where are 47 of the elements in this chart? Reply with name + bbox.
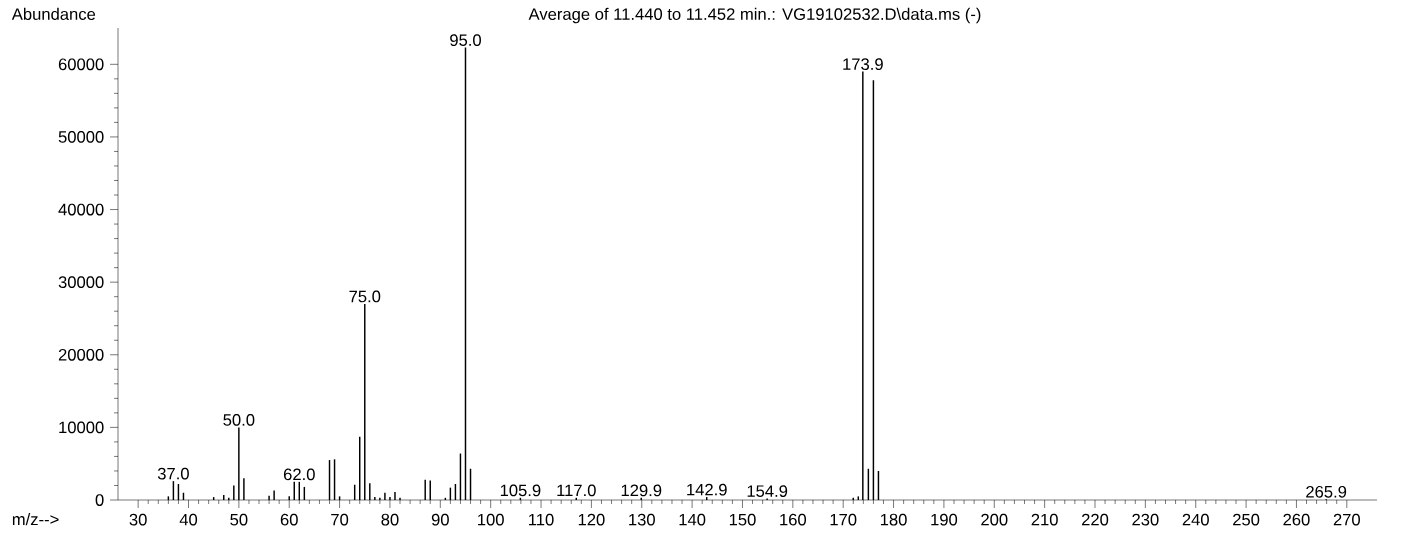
annotation: 265.9: [1306, 485, 1347, 498]
y-tick-label: 0: [95, 494, 104, 506]
x-tick-label: 200: [981, 513, 1008, 526]
annotation: 95.0: [450, 34, 481, 47]
y-axis-title: Abundance: [11, 7, 96, 20]
x-tick-label: 50: [230, 513, 248, 526]
x-tick-label: 140: [679, 513, 706, 526]
x-tick-label: 120: [578, 513, 605, 526]
annotation: 37.0: [157, 467, 189, 480]
x-tick-label: 60: [280, 513, 298, 526]
x-tick-label: 160: [780, 513, 807, 526]
x-tick-label: 150: [729, 513, 756, 526]
annotation: 154.9: [747, 485, 788, 497]
x-tick-label: 250: [1233, 513, 1260, 526]
annotation: 62.0: [283, 468, 315, 481]
y-tick-label: 50000: [58, 131, 104, 143]
x-tick-label: 230: [1132, 513, 1159, 526]
x-tick-label: 180: [880, 513, 907, 526]
annotation: 142.9: [687, 483, 727, 496]
annotation: 117.0: [557, 484, 596, 497]
y-tick-label: 30000: [58, 276, 104, 289]
x-tick-label: 100: [478, 513, 504, 526]
y-tick-label: 40000: [58, 203, 104, 216]
x-tick-label: 170: [830, 513, 857, 526]
x-tick-label: 240: [1182, 513, 1209, 526]
y-tick-label: 20000: [58, 348, 104, 361]
annotation: 75.0: [349, 290, 381, 303]
x-tick-label: 70: [331, 513, 349, 526]
annotation: 173.9: [843, 58, 883, 70]
x-tick-label: 220: [1081, 513, 1109, 526]
y-tick-label: 10000: [59, 421, 104, 434]
y-tick-label: 60000: [58, 58, 104, 71]
x-tick-label: 130: [629, 513, 655, 526]
x-tick-label: 210: [1031, 513, 1058, 526]
x-tick-label: 30: [129, 513, 147, 526]
annotation: 129.9: [621, 484, 662, 497]
x-tick-label: 270: [1333, 513, 1360, 526]
x-tick-label: 110: [529, 513, 554, 526]
x-tick-label: 190: [931, 513, 958, 526]
chart-title: Average of 11.440 to 11.452 min.: VG19102532.D\data.ms (-): [528, 7, 981, 24]
annotation: 105.9: [500, 484, 541, 497]
x-tick-label: 40: [179, 513, 198, 526]
x-axis-title: m/z-->: [12, 513, 59, 526]
x-tick-label: 90: [431, 513, 449, 526]
x-tick-label: 260: [1283, 513, 1310, 526]
x-tick-label: 80: [381, 513, 399, 526]
annotation: 50.0: [223, 414, 255, 426]
